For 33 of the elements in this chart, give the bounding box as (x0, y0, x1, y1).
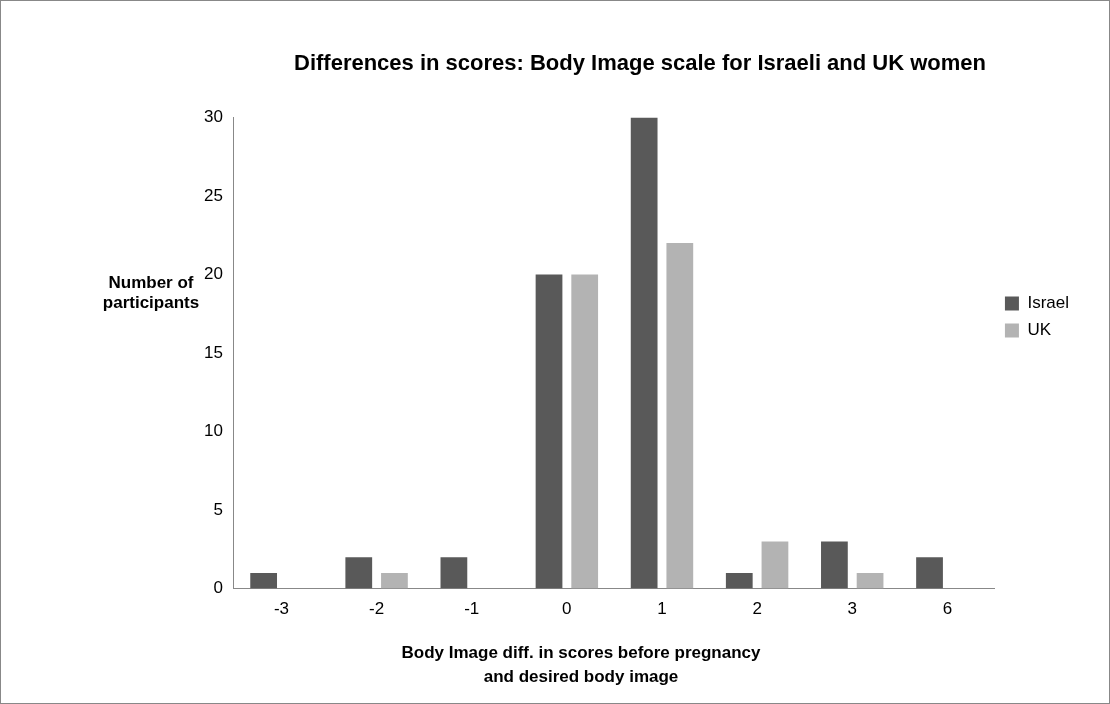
x-tick-label: -2 (369, 599, 385, 619)
chart-title: Differences in scores: Body Image scale for Israeli and UK women (293, 50, 987, 76)
bar (571, 274, 599, 589)
y-tick-label: 20 (203, 264, 223, 284)
bar (630, 117, 658, 589)
x-tick-label: -3 (273, 599, 290, 619)
y-tick-label: 30 (203, 107, 223, 127)
x-tick-label: -1 (464, 599, 480, 619)
y-axis-title: Number of participants (102, 273, 200, 312)
x-tick-label: 0 (562, 599, 572, 619)
bar (761, 541, 789, 589)
y-tick-label: 0 (213, 578, 223, 598)
legend-label: Israel (1027, 293, 1070, 313)
legend-label: UK (1027, 320, 1052, 340)
x-tick-label: 1 (657, 599, 667, 619)
y-tick-label: 15 (203, 342, 223, 362)
bar (916, 557, 943, 589)
bar (381, 572, 408, 589)
bar (666, 243, 694, 589)
bar (250, 572, 278, 589)
y-tick-label: 5 (213, 499, 223, 519)
x-axis-title: Body Image diff. in scores before pregnancy and desired body image (401, 642, 761, 688)
bar (345, 557, 373, 589)
bar (535, 274, 563, 589)
x-tick-label: 2 (752, 599, 762, 619)
x-tick-label: 3 (847, 599, 857, 619)
y-tick-label: 25 (203, 185, 223, 205)
bar (725, 572, 753, 589)
x-tick-label: 6 (942, 599, 953, 619)
bar (440, 557, 468, 589)
bar (856, 572, 884, 589)
y-tick-label: 10 (203, 421, 223, 441)
bar (821, 541, 848, 589)
